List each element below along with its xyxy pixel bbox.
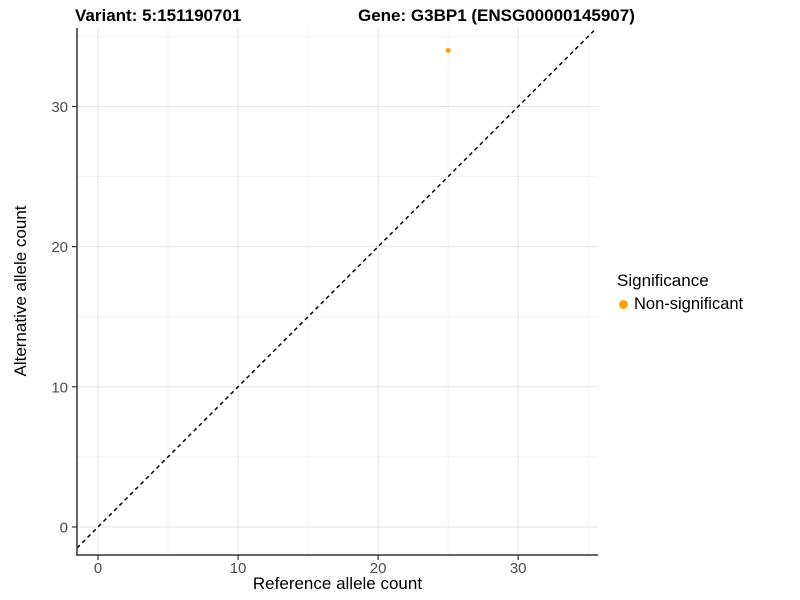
y-axis-title: Alternative allele count	[11, 205, 30, 377]
data-point	[445, 47, 451, 54]
x-axis-title: Reference allele count	[252, 574, 423, 593]
legend: Significance Non-significant	[615, 271, 743, 314]
y-tick-label: 0	[60, 519, 68, 536]
legend-item-label: Non-significant	[634, 295, 744, 313]
x-tick-label: 30	[510, 560, 527, 577]
legend-item-non-significant: Non-significant	[619, 295, 743, 314]
gene-title: Gene: G3BP1 (ENSG00000145907)	[358, 6, 635, 25]
variant-title: Variant: 5:151190701	[75, 6, 242, 25]
x-tick-label: 20	[370, 560, 387, 577]
identity-line	[76, 27, 598, 549]
y-tick-label: 20	[51, 239, 68, 256]
x-tick-label: 10	[230, 560, 247, 577]
legend-title: Significance	[617, 271, 709, 290]
y-tick-label: 10	[51, 379, 68, 396]
legend-point-icon	[619, 300, 628, 309]
y-tick-label: 30	[51, 99, 68, 116]
x-tick-label: 0	[94, 560, 102, 577]
